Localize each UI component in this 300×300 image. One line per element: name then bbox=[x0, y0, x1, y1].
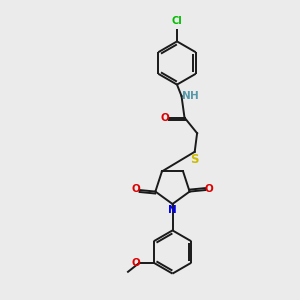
Text: O: O bbox=[160, 112, 169, 123]
Text: O: O bbox=[131, 184, 140, 194]
Text: N: N bbox=[182, 91, 190, 101]
Text: O: O bbox=[205, 184, 214, 194]
Text: Cl: Cl bbox=[172, 16, 182, 26]
Text: O: O bbox=[131, 258, 140, 268]
Text: H: H bbox=[190, 91, 198, 101]
Text: S: S bbox=[190, 153, 199, 166]
Text: N: N bbox=[168, 205, 177, 215]
